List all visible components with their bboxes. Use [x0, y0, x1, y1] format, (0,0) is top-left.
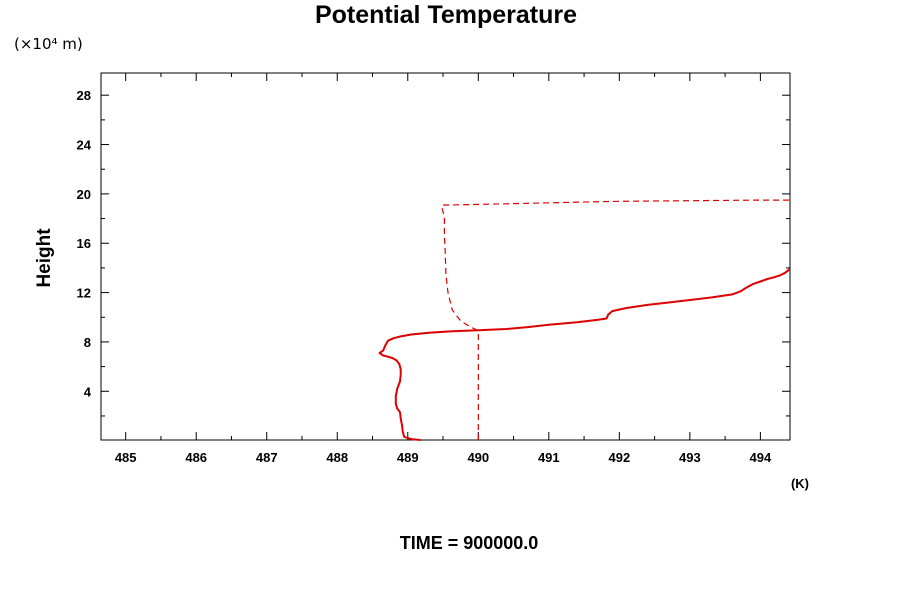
plot-frame: [100, 72, 791, 441]
solid-profile-line: [378, 268, 791, 441]
x-tick-label: 485: [115, 450, 137, 465]
x-tick-label: 487: [256, 450, 278, 465]
x-tick-label: 490: [467, 450, 489, 465]
y-tick-label: 24: [77, 138, 92, 153]
x-tick-label: 489: [397, 450, 419, 465]
series-layer: [378, 199, 791, 441]
dashed-profile-line: [441, 199, 790, 440]
y-tick-label: 4: [84, 384, 92, 399]
y-tick-label: 8: [84, 335, 91, 350]
x-tick-label: 492: [608, 450, 630, 465]
y-tick-label: 28: [77, 88, 91, 103]
y-tick-label: 20: [77, 187, 91, 202]
y-unit-label: (×10⁴ m): [14, 35, 83, 53]
x-tick-label: 494: [750, 450, 772, 465]
x-tick-label: 488: [326, 450, 348, 465]
x-tick-label: 493: [679, 450, 701, 465]
y-tick-label: 12: [77, 286, 91, 301]
y-tick-label: 16: [77, 236, 91, 251]
axis-ticks: 485 486 487 488 489 490 491 492 493 494 4 8 12 16 20 24…: [77, 73, 790, 465]
chart-title: Potential Temperature: [315, 1, 577, 29]
time-footer: TIME = 900000.0: [400, 533, 539, 553]
x-unit-label: (K): [791, 476, 809, 491]
x-tick-label: 486: [185, 450, 207, 465]
x-tick-label: 491: [538, 450, 560, 465]
y-axis-label: Height: [34, 228, 55, 288]
